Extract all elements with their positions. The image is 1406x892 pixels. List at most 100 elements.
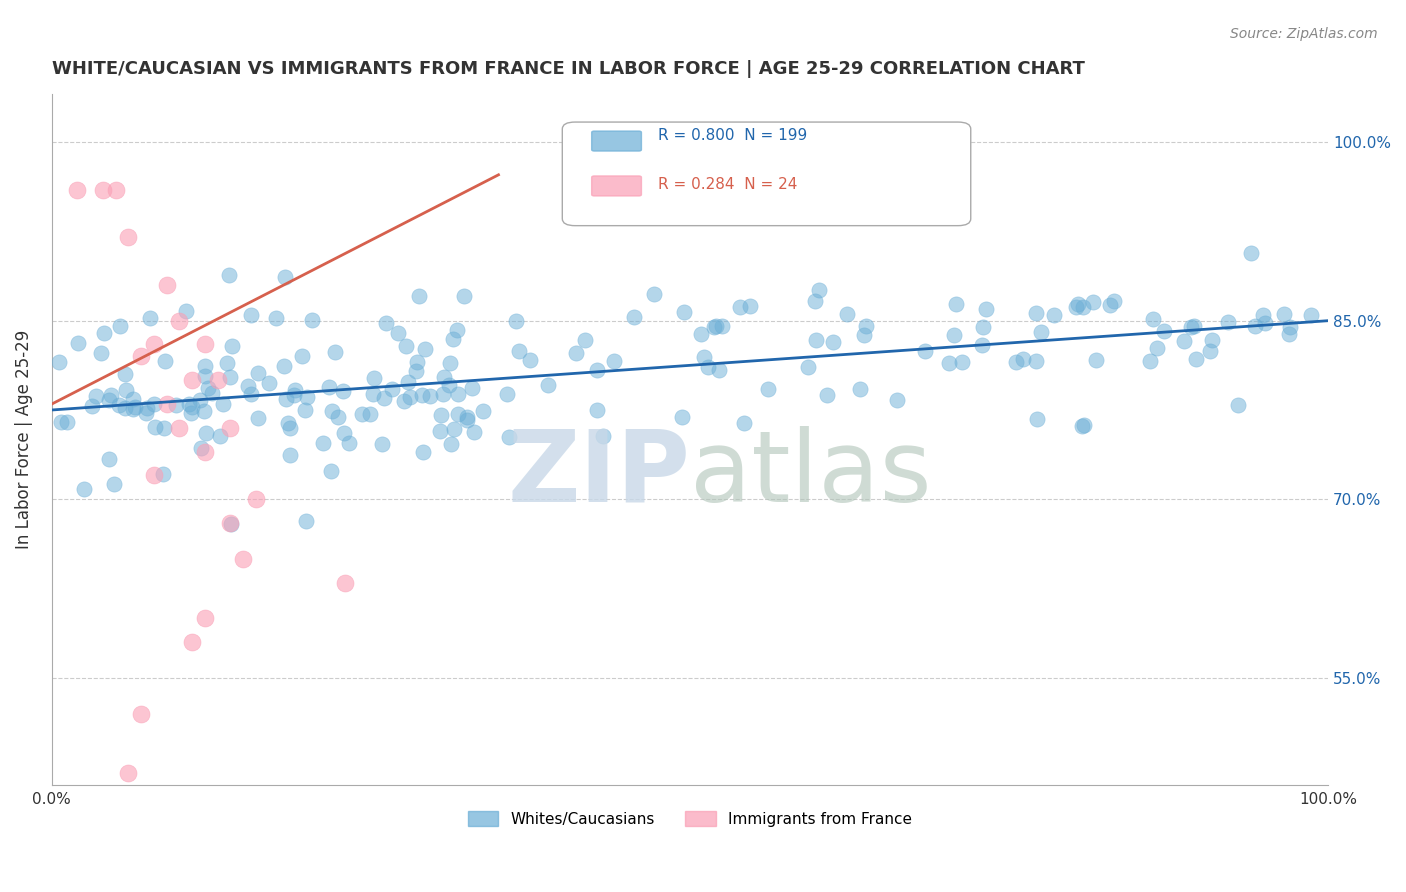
Point — [1227, 398, 1250, 412]
Point — [207, 373, 229, 387]
Point — [328, 410, 350, 425]
Point — [84, 389, 107, 403]
Point — [80, 399, 103, 413]
Point — [456, 410, 478, 425]
Point — [319, 464, 342, 478]
Point — [371, 437, 394, 451]
Point — [592, 429, 614, 443]
Point — [98, 392, 121, 407]
Point — [412, 445, 434, 459]
Point — [1071, 301, 1094, 315]
Point — [815, 388, 838, 402]
Point — [1084, 353, 1107, 368]
Point — [1146, 341, 1168, 355]
Point — [259, 376, 281, 390]
Point — [66, 336, 89, 351]
Point — [804, 294, 827, 309]
Point — [114, 401, 136, 415]
Point — [239, 308, 262, 322]
Point — [733, 417, 755, 431]
Point — [295, 514, 318, 528]
Point — [323, 345, 346, 359]
Point — [219, 516, 242, 530]
Point — [1182, 318, 1205, 333]
Point — [602, 354, 624, 368]
Point — [886, 392, 908, 407]
Point — [728, 301, 751, 315]
Point — [180, 406, 202, 420]
Point — [188, 392, 211, 407]
Point — [1301, 308, 1323, 322]
Point — [1153, 324, 1175, 338]
Point — [193, 359, 215, 373]
Point — [142, 337, 165, 351]
Point — [419, 389, 441, 403]
Point — [446, 322, 468, 336]
Point — [689, 327, 711, 342]
Point — [1104, 293, 1126, 308]
Point — [201, 385, 224, 400]
Point — [359, 407, 381, 421]
Point — [821, 335, 844, 350]
Point — [153, 421, 176, 435]
Point — [209, 429, 232, 443]
Point — [703, 320, 725, 334]
Point — [165, 398, 187, 412]
FancyBboxPatch shape — [592, 176, 641, 196]
Point — [704, 318, 727, 333]
Point — [135, 401, 157, 416]
Point — [49, 415, 72, 429]
Point — [1244, 318, 1267, 333]
FancyBboxPatch shape — [592, 131, 641, 151]
Point — [152, 467, 174, 481]
Point — [283, 387, 305, 401]
Text: R = 0.284  N = 24: R = 0.284 N = 24 — [658, 177, 797, 192]
Point — [143, 397, 166, 411]
Point — [1278, 320, 1301, 334]
Point — [671, 410, 693, 425]
Point — [498, 430, 520, 444]
Point — [295, 390, 318, 404]
Point — [117, 230, 139, 244]
Point — [1272, 307, 1295, 321]
Point — [1240, 246, 1263, 260]
Point — [122, 392, 145, 407]
Point — [496, 386, 519, 401]
Point — [586, 402, 609, 417]
Point — [333, 426, 356, 441]
Point — [1026, 411, 1049, 425]
FancyBboxPatch shape — [562, 122, 970, 226]
Point — [797, 360, 820, 375]
Point — [399, 390, 422, 404]
Text: R = 0.800  N = 199: R = 0.800 N = 199 — [658, 128, 807, 144]
Point — [194, 444, 217, 458]
Point — [849, 382, 872, 396]
Point — [972, 320, 994, 334]
Text: Source: ZipAtlas.com: Source: ZipAtlas.com — [1230, 27, 1378, 41]
Point — [93, 326, 115, 341]
Point — [236, 378, 259, 392]
Point — [1081, 295, 1104, 310]
Point — [55, 415, 77, 429]
Point — [278, 421, 301, 435]
Point — [692, 350, 714, 364]
Point — [117, 766, 139, 780]
Y-axis label: In Labor Force | Age 25-29: In Labor Force | Age 25-29 — [15, 330, 32, 549]
Point — [1184, 351, 1206, 366]
Point — [441, 332, 464, 346]
Point — [440, 436, 463, 450]
Point — [212, 397, 235, 411]
Point — [392, 394, 415, 409]
Point — [179, 397, 201, 411]
Point — [1254, 316, 1277, 330]
Point — [350, 408, 373, 422]
Point — [124, 401, 146, 415]
Point — [103, 477, 125, 491]
Point — [247, 366, 270, 380]
Point — [266, 311, 288, 326]
Point — [193, 403, 215, 417]
Point — [439, 356, 461, 370]
Point — [194, 611, 217, 625]
Point — [453, 289, 475, 303]
Point — [938, 356, 960, 370]
